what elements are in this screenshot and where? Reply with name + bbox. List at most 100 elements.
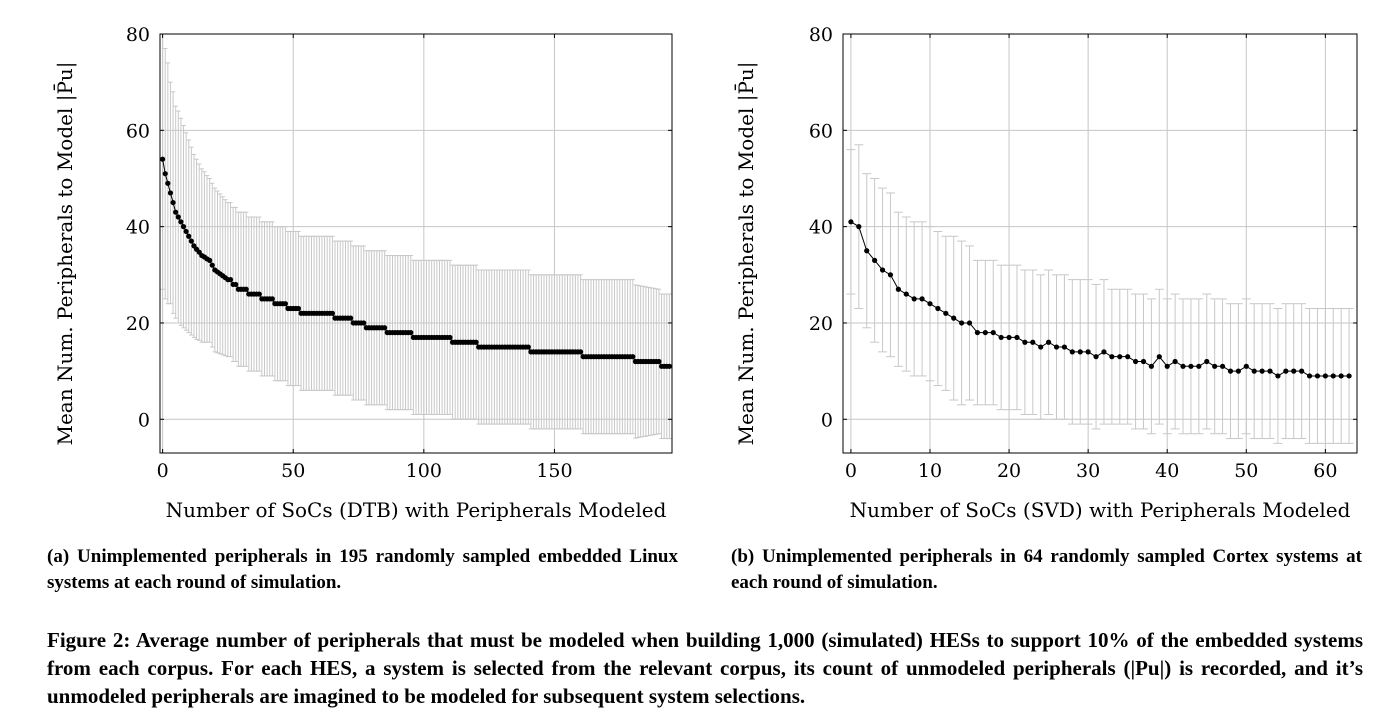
y-tick-label: 60 <box>809 120 833 142</box>
data-point <box>180 224 187 230</box>
data-point <box>856 224 862 230</box>
data-point <box>382 325 388 331</box>
data-point <box>167 190 174 196</box>
data-point <box>895 286 901 292</box>
data-point <box>848 219 854 225</box>
data-point <box>473 339 479 345</box>
data-point <box>1077 349 1083 355</box>
chart-b: 0 10 20 30 40 50 60 0 20 40 60 80 Number of SoCs (SV… <box>733 24 1358 522</box>
data-point <box>577 349 584 355</box>
data-point <box>1275 373 1281 379</box>
y-axis-label: Mean Num. Peripherals to Model |P̄u| <box>733 61 759 445</box>
y-axis-label: Mean Num. Peripherals to Model |P̄u| <box>52 61 78 445</box>
data-point <box>207 257 213 263</box>
data-point <box>1046 339 1052 345</box>
data-point <box>243 286 249 292</box>
data-point <box>1101 349 1107 355</box>
data-point <box>1093 354 1099 360</box>
data-point <box>178 219 184 225</box>
data-point <box>1085 349 1091 355</box>
data-point <box>173 209 179 215</box>
subcaption-b: (b) Unimplemented peripherals in 64 rand… <box>731 546 1362 593</box>
data-point <box>1346 373 1352 379</box>
y-tick-label: 20 <box>809 313 833 335</box>
data-point <box>887 272 894 278</box>
data-point <box>1267 368 1273 374</box>
x-axis-label: Number of SoCs (SVD) with Peripherals Mo… <box>850 498 1351 522</box>
y-tick-label: 0 <box>138 409 150 431</box>
data-point <box>408 329 414 336</box>
x-axis-label: Number of SoCs (DTB) with Peripherals Mo… <box>166 498 667 522</box>
data-point <box>1030 339 1036 345</box>
x-tick-label: 50 <box>1234 460 1258 482</box>
y-tick-label: 60 <box>126 120 150 142</box>
data-point <box>1022 339 1028 345</box>
data-point <box>1053 344 1060 350</box>
x-tick-label: 150 <box>536 460 572 482</box>
data-point <box>1291 368 1297 374</box>
data-point <box>959 320 965 326</box>
data-point <box>1188 363 1194 369</box>
x-tick-label: 0 <box>157 460 169 482</box>
data-point <box>1196 363 1202 369</box>
data-point <box>1069 349 1075 355</box>
data-point <box>256 291 262 297</box>
data-point <box>209 262 215 268</box>
data-point <box>165 180 171 186</box>
data-point <box>966 320 973 326</box>
data-point <box>1219 363 1226 369</box>
subcaption-a: (a) Unimplemented peripherals in 195 ran… <box>47 546 678 593</box>
data-point <box>175 214 181 220</box>
data-point <box>911 296 917 302</box>
plot-frame <box>159 33 673 454</box>
data-point <box>1117 354 1123 360</box>
data-point <box>1299 368 1305 374</box>
x-tick-label: 40 <box>1155 460 1179 482</box>
data-point <box>295 305 302 312</box>
data-point <box>1212 363 1218 369</box>
data-point <box>998 334 1004 341</box>
y-tick-label: 80 <box>126 24 150 46</box>
data-point <box>666 363 672 369</box>
data-point <box>1322 373 1328 379</box>
data-point <box>864 248 870 254</box>
data-point <box>1338 373 1344 379</box>
figure-caption: Figure 2: Average number of peripherals … <box>47 628 1363 708</box>
data-point <box>1235 368 1241 374</box>
data-point <box>1148 363 1154 369</box>
data-point <box>525 344 531 350</box>
data-point <box>186 233 192 239</box>
data-point <box>1243 363 1249 369</box>
y-tick-label: 40 <box>809 217 833 239</box>
x-tick-label: 0 <box>845 460 857 482</box>
y-tick-label: 0 <box>821 409 833 431</box>
chart-a: 0 50 100 150 0 20 40 60 80 Number of SoCs (DTB) w… <box>52 24 673 522</box>
data-point <box>329 310 336 316</box>
data-point <box>447 334 453 341</box>
data-point <box>919 296 925 302</box>
data-point <box>348 315 354 321</box>
data-point <box>1180 363 1186 369</box>
data-point <box>872 257 878 263</box>
data-point <box>188 238 194 244</box>
data-point <box>951 315 957 321</box>
data-point <box>982 329 988 336</box>
data-point <box>1061 344 1068 350</box>
x-tick-label: 20 <box>997 460 1021 482</box>
x-tick-label: 10 <box>918 460 942 482</box>
data-point <box>1014 334 1020 341</box>
data-point <box>630 354 636 360</box>
data-point <box>1140 358 1147 365</box>
y-tick-label: 40 <box>126 217 150 239</box>
data-point <box>943 310 949 316</box>
data-point <box>974 329 981 336</box>
data-point <box>1006 334 1012 341</box>
data-point <box>990 329 996 336</box>
data-point <box>1259 368 1265 374</box>
y-tick-label: 80 <box>809 24 833 46</box>
data-point <box>233 281 239 288</box>
plot-frame <box>842 33 1358 454</box>
data-point <box>1227 368 1234 374</box>
series-line <box>850 221 1350 377</box>
data-point <box>1283 368 1289 374</box>
